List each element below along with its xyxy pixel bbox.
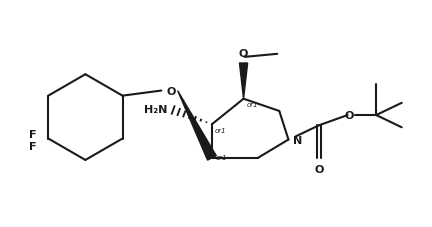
Text: F: F — [29, 141, 36, 151]
Polygon shape — [239, 64, 248, 99]
Text: N: N — [292, 135, 302, 145]
Text: O: O — [239, 49, 248, 59]
Text: O: O — [167, 86, 176, 96]
Text: O: O — [314, 164, 324, 174]
Text: F: F — [29, 130, 36, 140]
Text: O: O — [345, 111, 354, 121]
Polygon shape — [178, 91, 216, 160]
Text: H₂N: H₂N — [144, 104, 167, 114]
Text: or1: or1 — [247, 101, 258, 107]
Text: or1: or1 — [216, 154, 228, 160]
Text: or1: or1 — [215, 128, 227, 134]
